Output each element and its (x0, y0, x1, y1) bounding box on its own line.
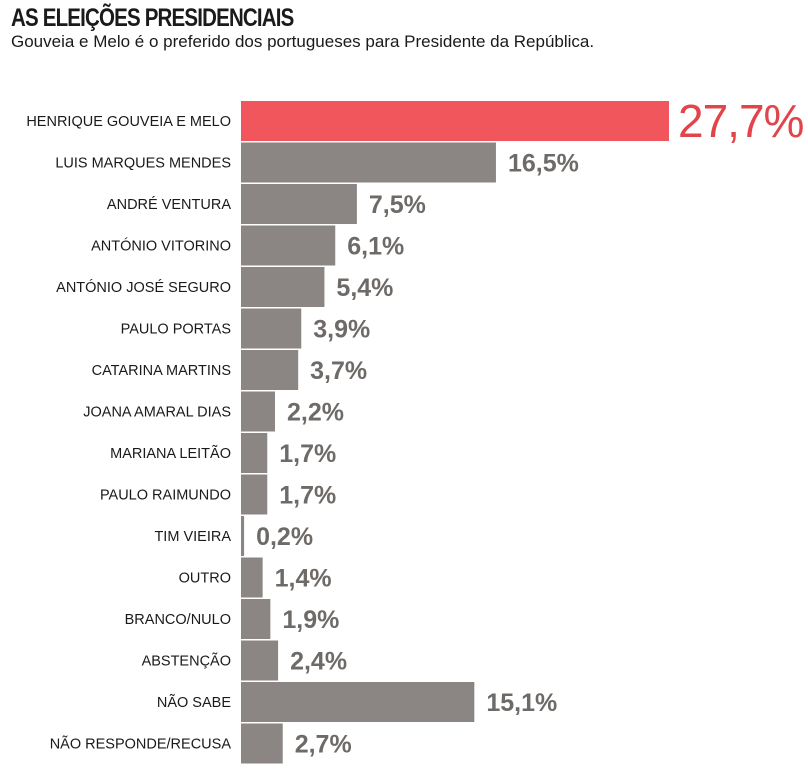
value-label: 1,9% (282, 606, 339, 634)
value-label: 6,1% (347, 233, 404, 261)
value-label: 5,4% (336, 274, 393, 302)
bar (241, 433, 268, 473)
category-label: OUTRO (179, 571, 231, 587)
value-label: 1,4% (275, 565, 332, 593)
bar (241, 599, 271, 639)
bar (241, 640, 279, 681)
bar (241, 391, 275, 432)
category-label: JOANA AMARAL DIAS (83, 405, 231, 421)
category-label: CATARINA MARTINS (92, 363, 231, 379)
category-label: HENRIQUE GOUVEIA E MELO (26, 114, 231, 130)
category-label: LUIS MARQUES MENDES (55, 156, 231, 172)
value-label: 3,9% (313, 316, 370, 344)
bar (241, 142, 496, 183)
value-label: 0,2% (256, 523, 313, 551)
value-label: 7,5% (369, 191, 426, 219)
category-label: ANTÓNIO VITORINO (91, 238, 231, 255)
value-label: 2,2% (287, 399, 344, 427)
value-label: 2,7% (295, 731, 352, 759)
chart-title: AS ELEIÇÕES PRESIDENCIAIS (11, 4, 294, 32)
bar (241, 101, 669, 141)
bar (241, 184, 357, 224)
value-label: 15,1% (486, 689, 557, 717)
value-label: 3,7% (310, 357, 367, 385)
bar (241, 474, 268, 515)
chart-subtitle: Gouveia e Melo é o preferido dos portugu… (11, 32, 595, 51)
category-label: ANTÓNIO JOSÉ SEGURO (56, 279, 231, 296)
bar (241, 723, 283, 764)
value-label: 1,7% (279, 440, 336, 468)
bar (241, 225, 336, 266)
bar (241, 350, 299, 390)
category-label: BRANCO/NULO (125, 612, 231, 628)
category-label: PAULO PORTAS (121, 322, 231, 338)
value-label: 1,7% (279, 482, 336, 510)
category-label: PAULO RAIMUNDO (100, 488, 231, 504)
category-label: MARIANA LEITÃO (110, 445, 231, 462)
bar (241, 267, 325, 307)
bar (241, 682, 475, 722)
category-label: ANDRÉ VENTURA (107, 196, 231, 213)
value-label: 2,4% (290, 648, 347, 676)
value-label: 27,7% (678, 95, 804, 147)
bar (241, 557, 263, 598)
category-label: ABSTENÇÃO (142, 653, 231, 670)
category-label: NÃO RESPONDE/RECUSA (50, 736, 232, 753)
bar (241, 308, 302, 349)
bar (241, 516, 245, 556)
value-label: 16,5% (508, 150, 579, 178)
category-label: TIM VIEIRA (154, 529, 231, 545)
category-label: NÃO SABE (157, 694, 231, 711)
